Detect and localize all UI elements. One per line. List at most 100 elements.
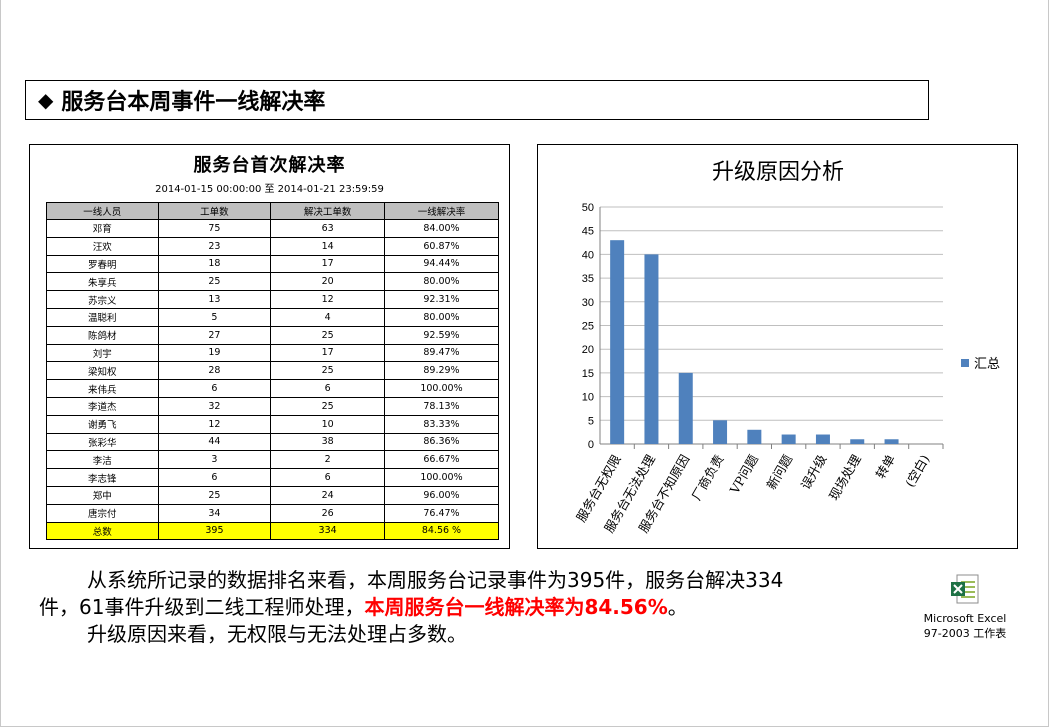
table-row: 陈鸽材 27 25 92.59% [46,325,500,345]
resolution-table: 一线人员 工单数 解决工单数 一线解决率 邓育 75 63 84.00% 汪欢 23 14 6… [46,202,500,541]
chart-panel: 升级原因分析 0 5 10 15 20 25 30 35 40 45 50 服务台无权限 服务台无法处理服… [537,144,1018,549]
cell-resolved: 4 [270,307,385,327]
bar [713,420,728,444]
table-date-range: 2014-01-15 00:00:00 至 2014-01-21 23:59:5… [155,184,384,195]
cell-rate: 60.87% [383,236,500,256]
table-header-row: 一线人员 工单数 解决工单数 一线解决率 [46,202,500,220]
y-tick-label: 45 [582,226,594,238]
cell-staff: 来伟兵 [46,379,159,398]
attachment-line-1: Microsoft Excel [923,612,1007,625]
cell-tickets: 44 [157,432,272,452]
table-row: 汪欢 23 14 60.87% [46,236,500,256]
cell-rate: 86.36% [383,432,500,452]
cell-resolved: 14 [270,236,385,256]
summary-line-2: 件，61事件升级到二线工程师处理，本周服务台一线解决率为84.56%。 [39,594,688,620]
cell-tickets: 32 [157,396,272,416]
title-box: ◆ 服务台本周事件一线解决率 [25,80,929,120]
cell-tickets: 12 [157,414,272,434]
bar [815,434,830,444]
cell-rate: 94.44% [383,254,500,274]
y-tick-label: 35 [582,273,594,285]
cell-tickets: 75 [157,219,272,238]
cell-staff: 温聪利 [46,307,159,327]
page-title: 服务台本周事件一线解决率 [61,90,326,115]
cell-rate: 84.00% [383,219,500,238]
cell-staff: 陈鸽材 [46,325,159,345]
cell-staff: 郑中 [46,485,159,505]
y-tick-label: 20 [582,344,594,356]
table-row: 李志锋 6 6 100.00% [46,468,500,487]
table-row: 张彩华 44 38 86.36% [46,432,500,452]
header-staff: 一线人员 [46,202,159,220]
cell-staff: 李洁 [46,450,159,470]
y-tick-label: 40 [582,249,594,261]
cell-resolved: 6 [270,468,385,487]
y-tick-label: 15 [582,368,594,380]
bar [884,439,899,444]
cell-staff: 苏宗义 [46,290,159,309]
cell-rate: 80.00% [383,307,500,327]
cell-resolved: 2 [270,450,385,470]
cell-staff: 汪欢 [46,236,159,256]
table-row: 唐宗付 34 26 76.47% [46,503,500,523]
escalation-chart: 升级原因分析05101520253035404550服务台无权限服务台无法处理服… [573,160,1000,535]
cell-resolved: 17 [270,343,385,363]
header-rate: 一线解决率 [383,202,500,220]
table-row: 朱享兵 25 20 80.00% [46,272,500,292]
cell-rate: 89.47% [383,343,500,363]
cell-tickets: 34 [157,503,272,523]
bar [678,372,693,444]
x-category-label: VP问题 [726,452,761,498]
cell-tickets: 25 [157,272,272,292]
cell-rate: 89.29% [383,361,500,381]
diamond-bullet-icon: ◆ [38,88,54,112]
total-resolved: 334 [270,521,385,541]
cell-staff: 梁知权 [46,361,159,381]
x-category-label: 现场处理 [826,452,864,503]
cell-rate: 66.67% [383,450,500,470]
x-category-label: 厂商负责 [689,452,727,503]
cell-staff: 李道杰 [46,396,159,416]
cell-rate: 96.00% [383,485,500,505]
cell-tickets: 18 [157,254,272,274]
bar [747,429,762,444]
cell-staff: 罗春明 [46,254,159,274]
cell-resolved: 63 [270,219,385,238]
x-category-label: 误升级 [798,452,830,492]
total-rate: 84.56 % [383,521,500,541]
total-tickets: 395 [157,521,272,541]
excel-icon [951,574,979,604]
cell-rate: 92.31% [383,290,500,309]
cell-resolved: 20 [270,272,385,292]
summary-line-3: 升级原因来看，无权限与无法处理占多数。 [87,622,467,646]
cell-resolved: 10 [270,414,385,434]
cell-resolved: 17 [270,254,385,274]
cell-resolved: 26 [270,503,385,523]
y-tick-label: 0 [588,439,594,451]
bar [781,434,796,444]
chart-title: 升级原因分析 [712,160,844,185]
cell-resolved: 6 [270,379,385,398]
cell-tickets: 6 [157,379,272,398]
cell-tickets: 28 [157,361,272,381]
table-total-row: 总数 395 334 84.56 % [46,521,500,541]
cell-resolved: 12 [270,290,385,309]
excel-attachment[interactable]: Microsoft Excel 97-2003 工作表 [910,573,1020,641]
cell-tickets: 27 [157,325,272,345]
table-row: 来伟兵 6 6 100.00% [46,379,500,398]
x-category-label: (空白) [902,452,932,490]
highlight-rate: 本周服务台一线解决率为84.56% [364,595,668,619]
table-title: 服务台首次解决率 [193,155,346,176]
cell-rate: 92.59% [383,325,500,345]
y-tick-label: 5 [588,415,594,427]
cell-tickets: 13 [157,290,272,309]
summary-line-2-end: 。 [667,595,688,619]
cell-tickets: 23 [157,236,272,256]
x-category-label: 转单 [873,452,898,481]
cell-rate: 100.00% [383,468,500,487]
attachment-line-2: 97-2003 工作表 [923,627,1007,640]
table-row: 刘宇 19 17 89.47% [46,343,500,363]
y-tick-label: 50 [582,202,594,214]
legend-swatch [961,359,969,367]
header-resolved: 解决工单数 [270,202,385,220]
